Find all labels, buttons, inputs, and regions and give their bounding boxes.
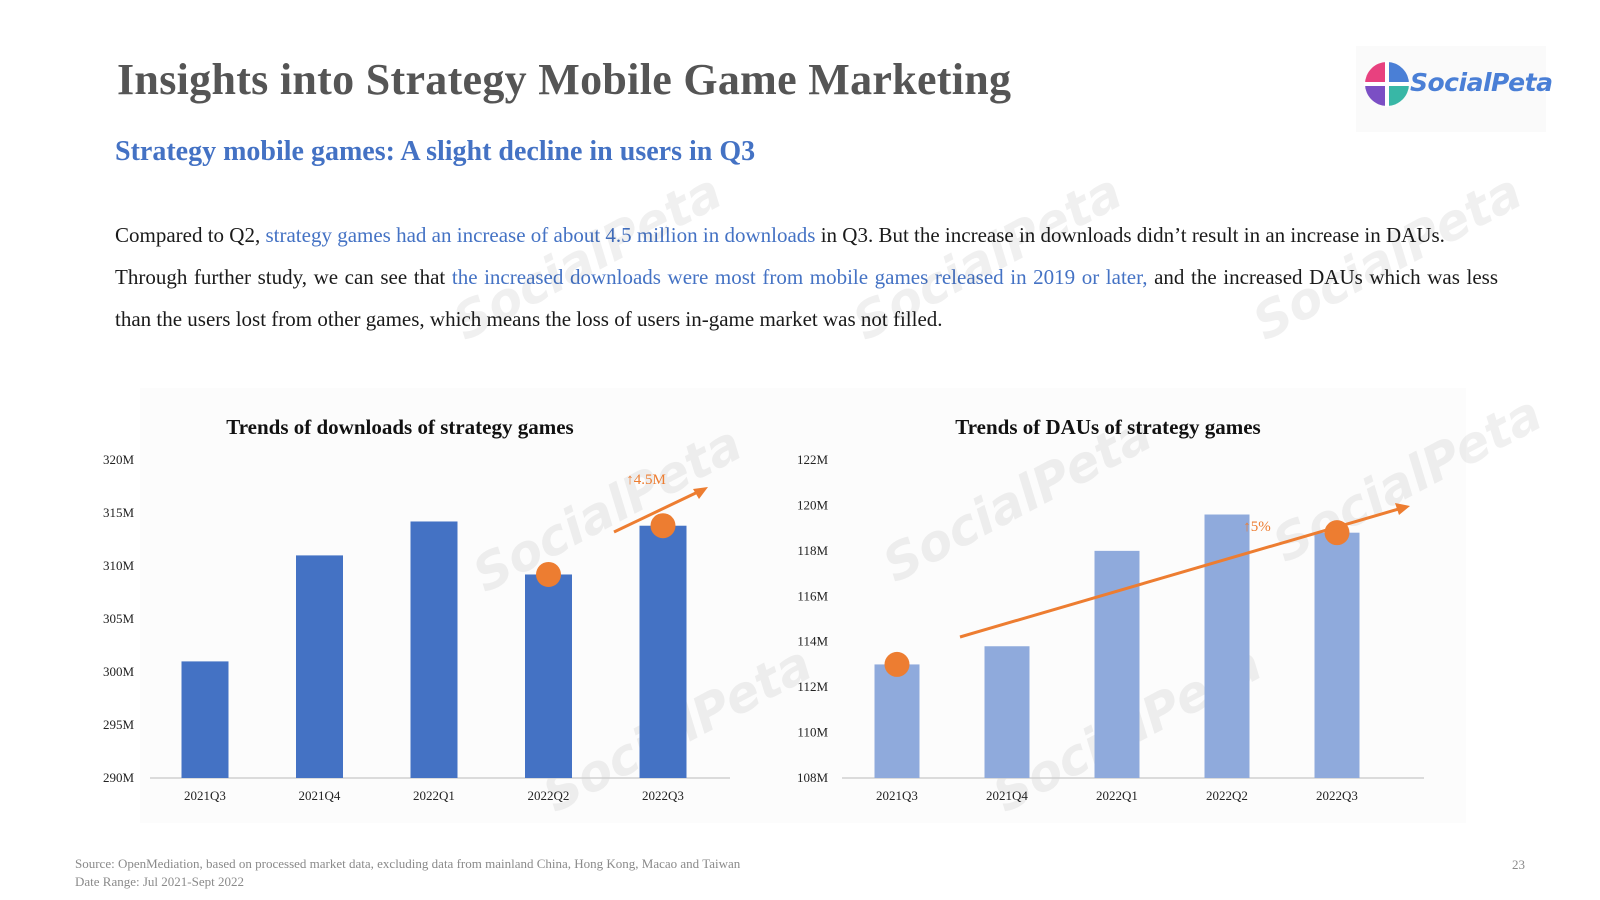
downloads-y-axis: 290M 295M 300M 305M 310M 315M 320M <box>103 452 135 785</box>
daus-trend-arrow <box>959 506 1403 639</box>
daus-y-tick-label: 110M <box>797 725 828 740</box>
downloads-x-tick-label: 2021Q4 <box>299 788 341 803</box>
source-line: Source: OpenMediation, based on processe… <box>75 856 741 871</box>
daus-x-axis: 2021Q3 2021Q4 2022Q1 2022Q2 2022Q3 <box>876 788 1358 803</box>
daus-y-tick-label: 114M <box>797 634 828 649</box>
downloads-bar <box>181 661 229 778</box>
paragraph-2: Through further study, we can see that t… <box>115 256 1498 340</box>
daus-y-axis: 108M 110M 112M 114M 116M 118M 120M 122M <box>797 452 829 785</box>
daus-markers <box>884 520 1350 677</box>
downloads-x-axis: 2021Q3 2021Q4 2022Q1 2022Q2 2022Q3 <box>184 788 684 803</box>
downloads-markers <box>536 513 676 587</box>
body-text: Compared to Q2, strategy games had an in… <box>115 214 1498 340</box>
daus-highlight-marker <box>884 651 910 677</box>
slide-subtitle: Strategy mobile games: A slight decline … <box>115 136 756 167</box>
logo-text: SocialPeta <box>1410 68 1553 97</box>
downloads-y-tick-label: 320M <box>103 452 135 467</box>
downloads-y-tick-label: 300M <box>103 664 135 679</box>
daus-bars <box>874 514 1360 778</box>
daus-bar <box>1314 532 1360 778</box>
daus-annotation: ↑5% <box>1243 519 1271 535</box>
daus-x-tick-label: 2022Q1 <box>1096 788 1138 803</box>
daus-bar <box>984 646 1030 778</box>
downloads-y-tick-label: 315M <box>103 505 135 520</box>
downloads-chart-title: Trends of downloads of strategy games <box>226 415 573 439</box>
paragraph-1-text-end: in Q3. But the increase in downloads did… <box>815 223 1445 247</box>
daus-x-tick-label: 2021Q3 <box>876 788 918 803</box>
paragraph-1: Compared to Q2, strategy games had an in… <box>115 214 1498 256</box>
daus-y-tick-label: 116M <box>797 588 828 603</box>
date-range: Date Range: Jul 2021-Sept 2022 <box>75 874 244 889</box>
paragraph-1-text: Compared to Q2, <box>115 223 266 247</box>
downloads-bars <box>181 521 687 778</box>
downloads-chart: Trends of downloads of strategy games 29… <box>103 415 730 803</box>
downloads-bar <box>639 525 687 778</box>
downloads-annotation: ↑4.5M <box>626 472 666 488</box>
downloads-x-tick-label: 2022Q2 <box>528 788 570 803</box>
daus-bar <box>874 664 920 778</box>
downloads-bar <box>410 521 458 778</box>
slide-title: Insights into Strategy Mobile Game Marke… <box>117 55 1012 104</box>
daus-x-tick-label: 2022Q2 <box>1206 788 1248 803</box>
downloads-y-tick-label: 295M <box>103 717 135 732</box>
downloads-x-tick-label: 2021Q3 <box>184 788 226 803</box>
source-note: Source: OpenMediation, based on processe… <box>75 855 740 891</box>
paragraph-1-highlight: strategy games had an increase of about … <box>265 223 816 247</box>
daus-y-tick-label: 122M <box>797 452 829 467</box>
daus-y-tick-label: 118M <box>797 543 828 558</box>
paragraph-2-text-end: and the increased DAUs which was less th… <box>115 265 1499 331</box>
downloads-bar <box>296 555 343 778</box>
brand-logo: SocialPeta <box>1356 46 1553 132</box>
daus-y-tick-label: 120M <box>797 497 829 512</box>
downloads-y-tick-label: 290M <box>103 770 135 785</box>
daus-x-tick-label: 2021Q4 <box>986 788 1028 803</box>
daus-x-tick-label: 2022Q3 <box>1316 788 1358 803</box>
daus-y-tick-label: 108M <box>797 770 829 785</box>
daus-chart-title: Trends of DAUs of strategy games <box>955 415 1260 439</box>
downloads-x-tick-label: 2022Q1 <box>413 788 455 803</box>
daus-bar <box>1094 550 1140 778</box>
downloads-highlight-marker <box>536 561 561 587</box>
daus-y-tick-label: 112M <box>797 679 828 694</box>
downloads-bar <box>525 574 572 778</box>
page-number: 23 <box>1512 857 1525 872</box>
downloads-trend-arrowhead-icon <box>693 487 708 499</box>
paragraph-2-highlight: the increased downloads were most from m… <box>451 265 1148 289</box>
downloads-trend-arrow <box>613 488 703 534</box>
downloads-highlight-marker <box>650 513 676 539</box>
downloads-y-tick-label: 305M <box>103 611 135 626</box>
downloads-y-tick-label: 310M <box>103 558 135 573</box>
downloads-x-tick-label: 2022Q3 <box>642 788 684 803</box>
paragraph-2-text: Through further study, we can see that <box>115 265 452 289</box>
daus-chart: Trends of DAUs of strategy games 108M 110… <box>797 415 1424 803</box>
daus-trend-arrowhead-icon <box>1395 503 1410 515</box>
logo-mark-icon <box>1364 61 1410 107</box>
